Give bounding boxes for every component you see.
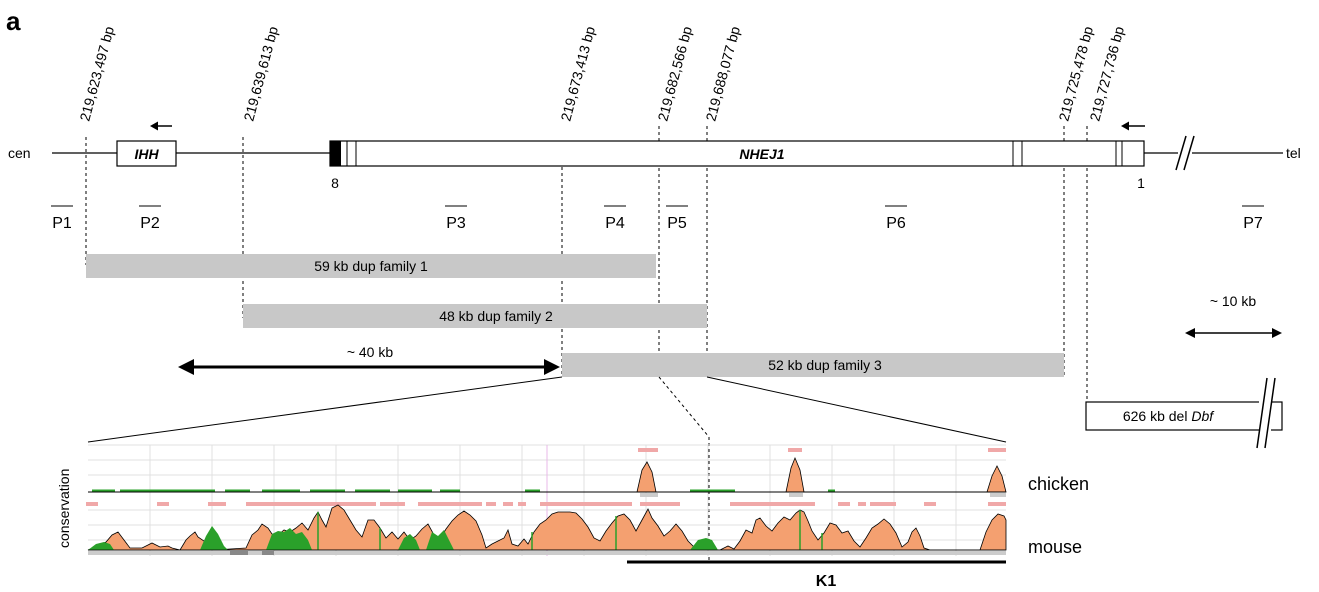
- probe-label-p2: P2: [140, 215, 160, 232]
- coord-label-3: 219,673,413 bp: [557, 24, 598, 122]
- panel-label: a: [6, 6, 21, 36]
- mouse-pink-bars: [86, 502, 1006, 506]
- probe-label-p6: P6: [886, 215, 906, 232]
- deletion-break-mark: [1256, 377, 1276, 449]
- ihh-gene-label: IHH: [134, 146, 159, 162]
- probes: P1 P2 P3 P4 P5 P6 P7: [51, 205, 1264, 232]
- deletion-box: [1085, 401, 1283, 431]
- probe-label-p5: P5: [667, 215, 687, 232]
- deletion-prefix: 626 kb del: [1123, 408, 1192, 424]
- exon-label-1: 1: [1137, 175, 1145, 191]
- coord-label-1: 219,623,497 bp: [76, 24, 117, 122]
- nhej1-gene-label: NHEJ1: [739, 146, 784, 162]
- tel-label: tel: [1286, 145, 1301, 161]
- mouse-green-stripes: [317, 510, 823, 550]
- probe-label-p3: P3: [446, 215, 466, 232]
- chicken-track-label: chicken: [1028, 474, 1089, 494]
- conservation-axis-label: conservation: [56, 469, 72, 548]
- coord-label-2: 219,639,613 bp: [240, 24, 281, 122]
- cen-label: cen: [8, 145, 31, 161]
- mouse-dark-gray-bars: [230, 551, 274, 555]
- probe-label-p7: P7: [1243, 215, 1263, 232]
- mouse-gray-bars: [88, 551, 1006, 555]
- scale-label-40kb: ~ 40 kb: [347, 344, 394, 360]
- k1-region-label: K1: [816, 573, 837, 590]
- scale-arrow-40kb: [178, 359, 560, 375]
- mouse-green-regions: [88, 526, 718, 550]
- probe-label-p1: P1: [52, 215, 72, 232]
- mouse-track: [86, 502, 1007, 555]
- scale-arrow-10kb: [1185, 328, 1282, 338]
- ihh-direction-arrow: [150, 121, 172, 131]
- coord-label-5: 219,688,077 bp: [702, 24, 743, 122]
- dup-family-3-bar: [562, 353, 1064, 377]
- deletion-label: 626 kb del Dbf: [1123, 408, 1215, 424]
- chicken-pink-bars: [638, 448, 1006, 452]
- exon-label-8: 8: [331, 175, 339, 191]
- ihh-gene-box: [116, 140, 177, 167]
- coordinate-labels: 219,623,497 bp 219,639,613 bp 219,673,41…: [76, 24, 1127, 122]
- dup-family-2-label: 48 kb dup family 2: [439, 308, 553, 324]
- dup-family-1-label: 59 kb dup family 1: [314, 258, 428, 274]
- deletion-name: Dbf: [1191, 408, 1215, 424]
- dup-family-3-label: 52 kb dup family 3: [768, 357, 882, 373]
- nhej1-gene: [329, 140, 1145, 167]
- dup-family-2-bar: [243, 304, 707, 328]
- mouse-track-label: mouse: [1028, 537, 1082, 557]
- break-mark: [1175, 135, 1195, 171]
- nhej1-direction-arrow: [1121, 121, 1145, 131]
- scale-label-10kb: ~ 10 kb: [1210, 293, 1257, 309]
- probe-label-p4: P4: [605, 215, 625, 232]
- coord-label-4: 219,682,566 bp: [654, 24, 695, 122]
- dup-family-1-bar: [86, 254, 656, 278]
- chicken-track: [88, 448, 1007, 497]
- chicken-gray-bars: [640, 493, 1006, 497]
